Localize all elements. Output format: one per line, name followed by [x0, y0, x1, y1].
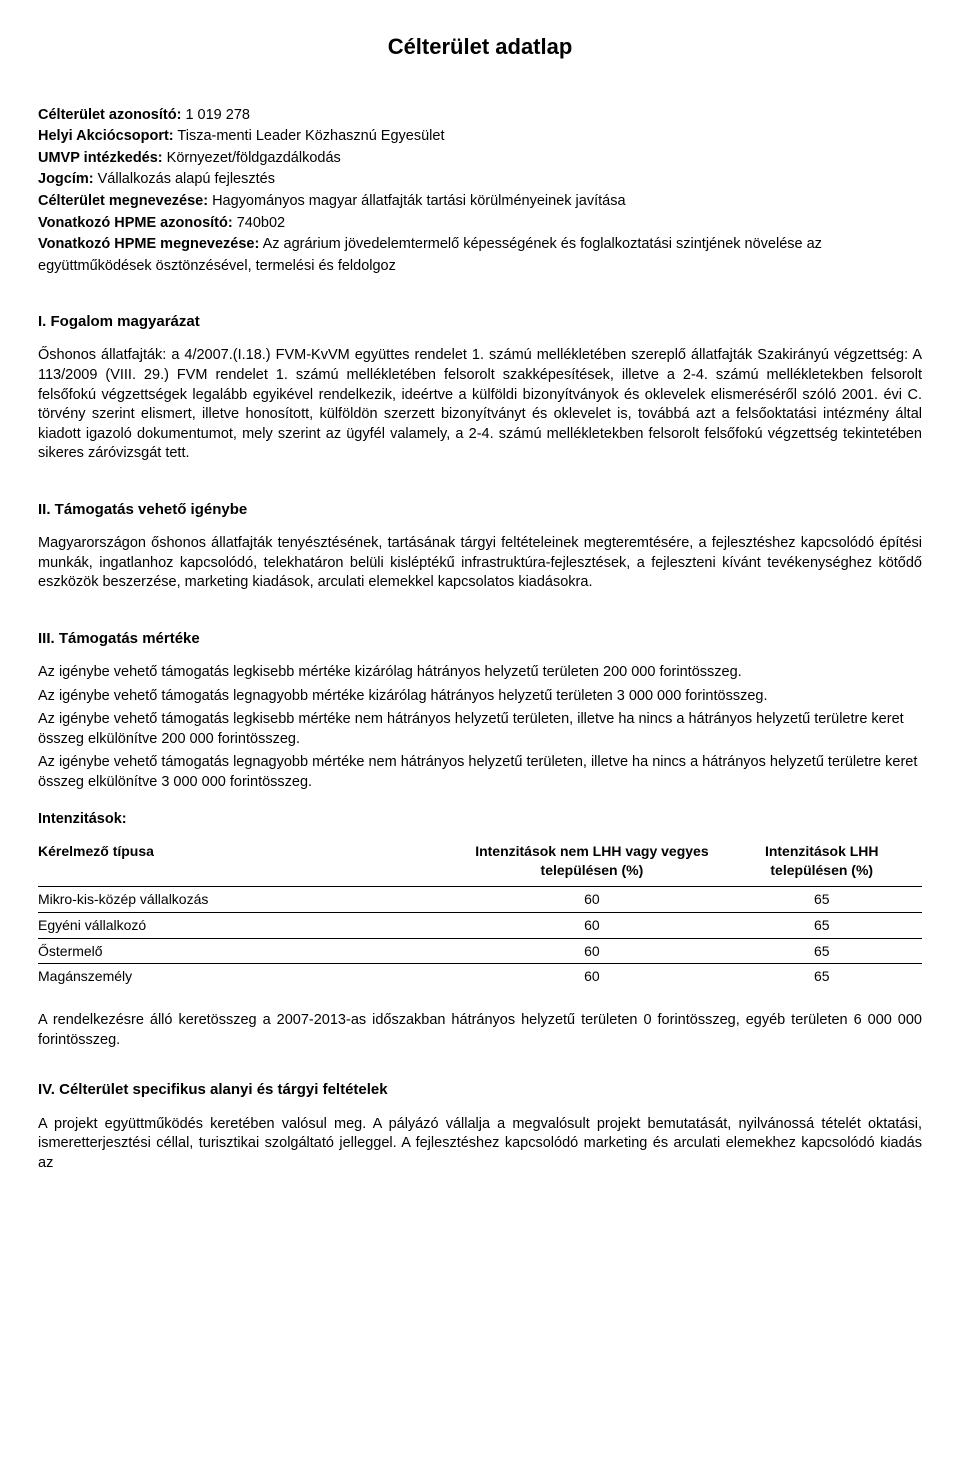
page-title: Célterület adatlap — [38, 32, 922, 62]
table-cell: 60 — [462, 886, 727, 912]
table-header: Kérelmező típusa — [38, 838, 462, 886]
field-label: Vonatkozó HPME megnevezése: — [38, 236, 259, 252]
table-row: Egyéni vállalkozó 60 65 — [38, 912, 922, 938]
table-cell: Őstermelő — [38, 938, 462, 964]
field-hpme-megnevezese-cont: együttműködések ösztönzésével, termelési… — [38, 257, 922, 277]
section-3-line: Az igénybe vehető támogatás legkisebb mé… — [38, 663, 922, 683]
field-value: Hagyományos magyar állatfajták tartási k… — [212, 193, 625, 209]
field-jogcim: Jogcím: Vállalkozás alapú fejlesztés — [38, 170, 922, 190]
table-cell: Egyéni vállalkozó — [38, 912, 462, 938]
section-1-heading: I. Fogalom magyarázat — [38, 312, 922, 332]
section-3-heading: III. Támogatás mértéke — [38, 629, 922, 649]
field-hpme-megnevezese: Vonatkozó HPME megnevezése: Az agrárium … — [38, 235, 922, 255]
table-cell: 65 — [728, 912, 923, 938]
section-4-body: A projekt együttműködés keretében valósu… — [38, 1115, 922, 1174]
field-value: Vállalkozás alapú fejlesztés — [98, 171, 275, 187]
field-label: Vonatkozó HPME azonosító: — [38, 215, 233, 231]
section-4-heading: IV. Célterület specifikus alanyi és tárg… — [38, 1080, 922, 1100]
table-header: Intenzitások LHH településen (%) — [728, 838, 923, 886]
fields-block: Célterület azonosító: 1 019 278 Helyi Ak… — [38, 106, 922, 277]
section-3-footer: A rendelkezésre álló keretösszeg a 2007-… — [38, 1011, 922, 1050]
table-cell: 65 — [728, 938, 923, 964]
table-header: Intenzitások nem LHH vagy vegyes települ… — [462, 838, 727, 886]
table-row: Magánszemély 60 65 — [38, 964, 922, 989]
field-label: Helyi Akciócsoport: — [38, 128, 174, 144]
field-value: Környezet/földgazdálkodás — [167, 150, 341, 166]
section-3-line: Az igénybe vehető támogatás legnagyobb m… — [38, 687, 922, 707]
table-cell: 65 — [728, 886, 923, 912]
table-row: Mikro-kis-közép vállalkozás 60 65 — [38, 886, 922, 912]
spacer — [38, 989, 922, 1011]
intenzitasok-label: Intenzitások: — [38, 810, 922, 830]
field-value: Az agrárium jövedelemtermelő képességéne… — [263, 236, 822, 252]
field-label: Jogcím: — [38, 171, 94, 187]
intenzitasok-table: Kérelmező típusa Intenzitások nem LHH va… — [38, 838, 922, 989]
section-3-line: Az igénybe vehető támogatás legkisebb mé… — [38, 710, 922, 749]
table-cell: 60 — [462, 912, 727, 938]
table-header-row: Kérelmező típusa Intenzitások nem LHH va… — [38, 838, 922, 886]
field-value: 1 019 278 — [185, 107, 250, 123]
table-row: Őstermelő 60 65 — [38, 938, 922, 964]
section-2-heading: II. Támogatás vehető igénybe — [38, 500, 922, 520]
table-cell: 60 — [462, 938, 727, 964]
field-label: Célterület azonosító: — [38, 107, 181, 123]
field-celterulet-megnevezese: Célterület megnevezése: Hagyományos magy… — [38, 192, 922, 212]
table-cell: Mikro-kis-közép vállalkozás — [38, 886, 462, 912]
section-2-body: Magyarországon őshonos állatfajták tenyé… — [38, 534, 922, 593]
field-label: UMVP intézkedés: — [38, 150, 163, 166]
field-celterulet-azonosito: Célterület azonosító: 1 019 278 — [38, 106, 922, 126]
table-body: Mikro-kis-közép vállalkozás 60 65 Egyéni… — [38, 886, 922, 989]
field-value: Tisza-menti Leader Közhasznú Egyesület — [177, 128, 444, 144]
field-value: 740b02 — [237, 215, 285, 231]
field-label: Célterület megnevezése: — [38, 193, 208, 209]
page: Célterület adatlap Célterület azonosító:… — [0, 0, 960, 1173]
section-1-body: Őshonos állatfajták: a 4/2007.(I.18.) FV… — [38, 346, 922, 463]
field-helyi-akciocsoport: Helyi Akciócsoport: Tisza-menti Leader K… — [38, 127, 922, 147]
section-3-line: Az igénybe vehető támogatás legnagyobb m… — [38, 753, 922, 792]
table-cell: Magánszemély — [38, 964, 462, 989]
field-umvp-intezkedes: UMVP intézkedés: Környezet/földgazdálkod… — [38, 149, 922, 169]
section-3-lines: Az igénybe vehető támogatás legkisebb mé… — [38, 663, 922, 792]
table-cell: 60 — [462, 964, 727, 989]
field-hpme-azonosito: Vonatkozó HPME azonosító: 740b02 — [38, 214, 922, 234]
table-cell: 65 — [728, 964, 923, 989]
